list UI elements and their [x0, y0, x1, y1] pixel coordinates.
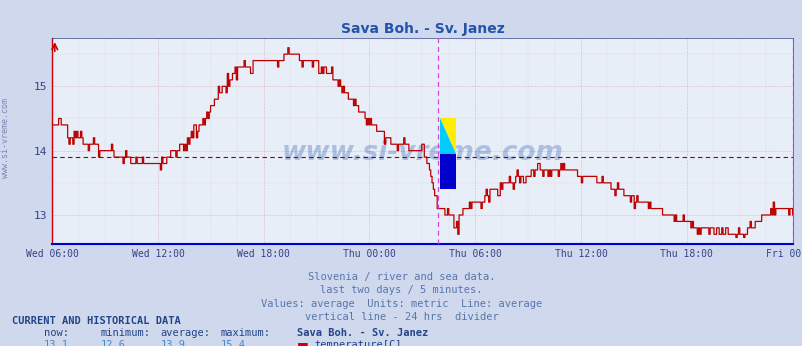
Text: average:: average:: [160, 328, 210, 338]
Text: Values: average  Units: metric  Line: average: Values: average Units: metric Line: aver…: [261, 299, 541, 309]
Text: www.si-vreme.com: www.si-vreme.com: [281, 140, 563, 166]
Text: last two days / 5 minutes.: last two days / 5 minutes.: [320, 285, 482, 295]
Text: ■: ■: [297, 340, 309, 346]
Text: vertical line - 24 hrs  divider: vertical line - 24 hrs divider: [304, 312, 498, 322]
Title: Sava Boh. - Sv. Janez: Sava Boh. - Sv. Janez: [340, 21, 504, 36]
Text: 13.9: 13.9: [160, 340, 185, 346]
Bar: [439, 154, 456, 189]
Polygon shape: [439, 118, 456, 154]
Text: 12.6: 12.6: [100, 340, 125, 346]
Text: www.si-vreme.com: www.si-vreme.com: [1, 98, 10, 179]
Text: maximum:: maximum:: [221, 328, 270, 338]
Text: Slovenia / river and sea data.: Slovenia / river and sea data.: [307, 272, 495, 282]
Text: 15.4: 15.4: [221, 340, 245, 346]
Text: now:: now:: [44, 328, 69, 338]
Text: CURRENT AND HISTORICAL DATA: CURRENT AND HISTORICAL DATA: [12, 316, 180, 326]
Text: temperature[C]: temperature[C]: [314, 340, 402, 346]
Polygon shape: [439, 118, 456, 154]
Text: minimum:: minimum:: [100, 328, 150, 338]
Text: Sava Boh. - Sv. Janez: Sava Boh. - Sv. Janez: [297, 328, 427, 338]
Text: 13.1: 13.1: [44, 340, 69, 346]
